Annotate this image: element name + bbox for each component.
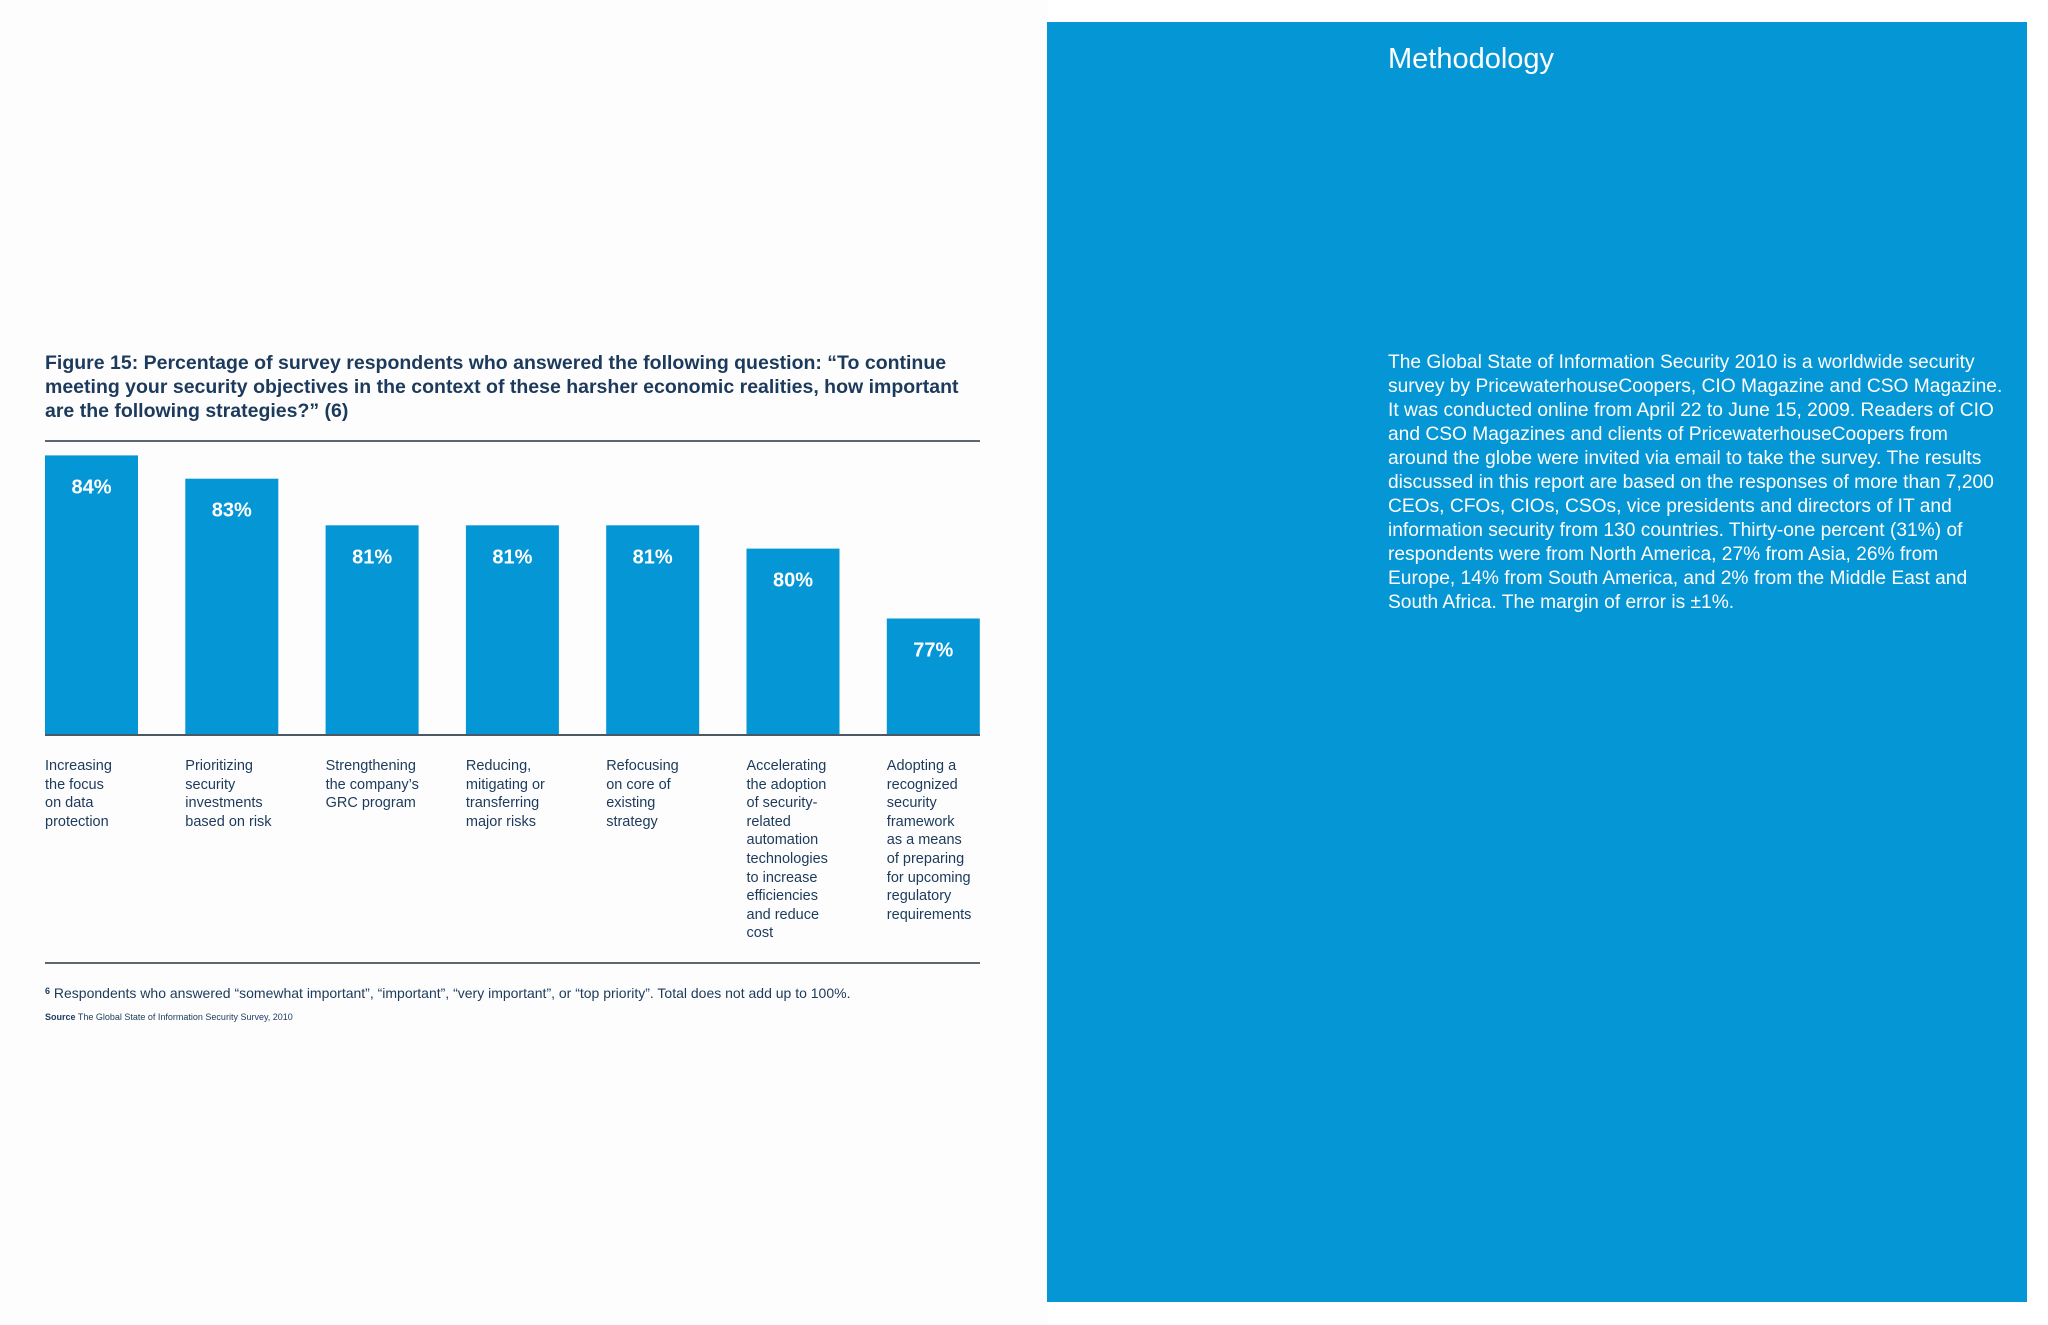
figure-page: Figure 15: Percentage of survey responde…	[45, 352, 985, 1023]
bar-value-label-2: 83%	[212, 500, 252, 522]
category-label-6: Accelerating the adoption of security- r…	[746, 758, 828, 942]
category-label-1: Increasing the focus on data protection	[45, 758, 112, 830]
bar-6	[746, 548, 840, 735]
methodology-heading: Methodology	[1388, 43, 1555, 75]
bar-1	[45, 455, 138, 735]
bar-3	[325, 525, 419, 735]
bar-7	[886, 618, 980, 735]
footnote-text: Respondents who answered “somewhat impor…	[53, 985, 851, 1001]
bar-value-label-7: 77%	[913, 640, 953, 662]
bar-value-label-1: 84%	[71, 476, 111, 498]
bar-value-label-5: 81%	[633, 546, 673, 568]
source-text: The Global State of Information Security…	[77, 1012, 293, 1022]
bar-chart: 84% 83% 81% 81% 81% 80% 77%	[45, 455, 980, 736]
methodology-panel: Methodology The Global State of Informat…	[1047, 22, 2027, 1302]
bottom-rule	[45, 962, 980, 964]
bars-group: 84% 83% 81% 81% 81% 80% 77%	[45, 455, 980, 735]
category-label-7: Adopting a recognized security framework…	[886, 758, 972, 923]
bar-4	[465, 525, 559, 735]
category-label-2: Prioritizing security investments based …	[185, 758, 272, 830]
footnote: 6 Respondents who answered “somewhat imp…	[45, 982, 985, 1002]
footnote-marker: 6	[45, 986, 51, 996]
category-label-4: Reducing, mitigating or transferring maj…	[465, 758, 545, 830]
category-label-5: Refocusing on core of existing strategy	[606, 758, 679, 830]
bar-2	[185, 478, 279, 735]
figure-title: Figure 15: Percentage of survey responde…	[45, 352, 959, 422]
bar-value-label-6: 80%	[773, 570, 813, 592]
top-rule	[45, 440, 980, 442]
bar-5	[606, 525, 700, 735]
methodology-body: The Global State of Information Security…	[1388, 352, 2003, 613]
bar-value-label-4: 81%	[492, 546, 532, 568]
source-label: Source	[45, 1012, 76, 1022]
source-line: Source The Global State of Information S…	[45, 1011, 293, 1023]
category-label-3: Strengthening the company’s GRC program	[325, 758, 419, 812]
bar-value-label-3: 81%	[352, 546, 392, 568]
